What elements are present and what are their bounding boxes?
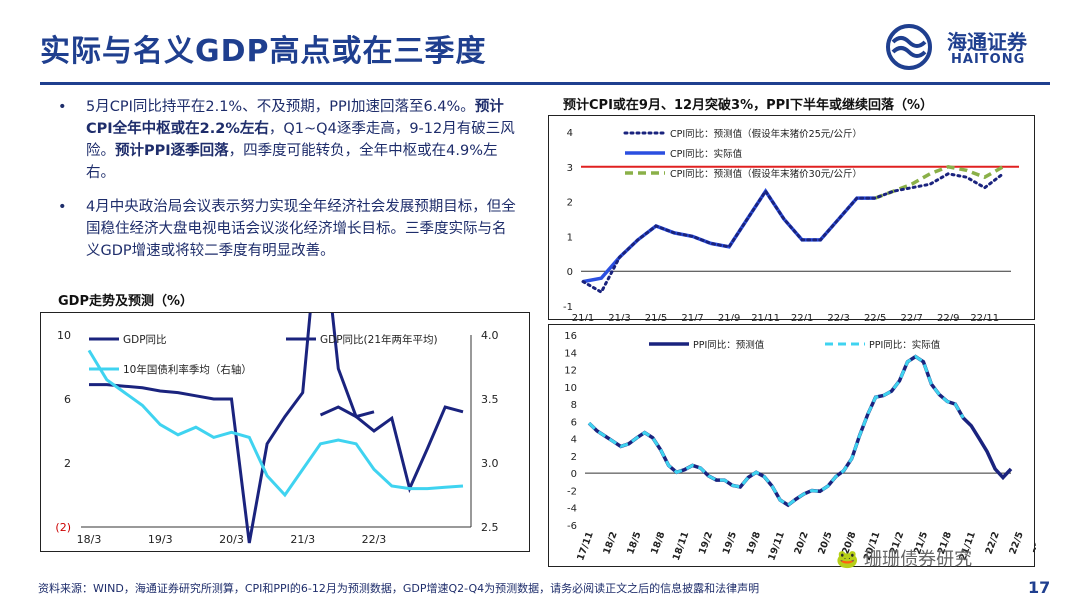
cpi-chart: 4 3 2 1 0 -1 21/1 21/3 21/5 21/7 21/9 21/11 22/1 22/3… <box>548 115 1035 321</box>
gdp-series-line <box>319 405 375 419</box>
ppi-y-tick: 2 <box>571 452 577 463</box>
gdp-y2-tick: 3.0 <box>481 457 499 470</box>
gdp-y2-tick: 2.5 <box>481 521 499 534</box>
ppi-y-tick: 0 <box>571 469 577 480</box>
cpi-series-line <box>874 164 1004 200</box>
cpi-x-tick: 22/5 <box>864 313 886 321</box>
logo-en: HAITONG <box>951 52 1026 67</box>
ppi-x-tick: 22/2 <box>984 530 1002 556</box>
gdp-legend-label: 10年国债利率季均（右轴） <box>123 363 252 376</box>
cpi-x-tick: 22/3 <box>827 313 849 321</box>
cpi-x-tick: 21/1 <box>572 313 594 321</box>
cpi-x-tick: 21/3 <box>608 313 630 321</box>
ppi-x-tick: 20/2 <box>792 530 810 556</box>
cpi-x-tick: 21/5 <box>645 313 667 321</box>
haitong-logo: 海通证券 HAITONG <box>885 22 1045 72</box>
gdp-x-tick: 22/3 <box>362 533 387 546</box>
logo-cn: 海通证券 <box>947 30 1027 54</box>
cpi-x-tick: 21/7 <box>681 313 703 321</box>
ppi-legend-label: PPI同比：预测值 <box>693 339 765 351</box>
bullet-1-part-3: ，Q1~Q4逐季走高，9-12月有破三风险。 <box>86 121 515 159</box>
ppi-x-tick: 22/5 <box>1007 530 1025 556</box>
gdp-x-tick: 20/3 <box>219 533 244 546</box>
cpi-x-tick: 22/9 <box>937 313 959 321</box>
ppi-x-tick: 19/11 <box>766 530 787 562</box>
cpi-x-tick: 22/11 <box>970 313 999 321</box>
ppi-legend-label: PPI同比：实际值 <box>869 339 941 351</box>
cpi-legend-label: CPI同比：实际值 <box>670 148 743 160</box>
page-number: 17 <box>1028 578 1051 597</box>
bullet-1-part-4: 预计PPI逐季回落 <box>115 143 229 159</box>
ppi-y-tick: 14 <box>564 348 577 359</box>
cpi-y-tick: 2 <box>567 198 573 209</box>
ppi-y-tick: -6 <box>567 521 577 532</box>
cpi-chart-title: 预计CPI或在9月、12月突破3%，PPI下半年或继续回落（%） <box>563 98 934 113</box>
cpi-x-tick: 22/1 <box>791 313 813 321</box>
logo-mark-icon <box>886 24 932 70</box>
gdp-y-tick: (2) <box>55 521 71 534</box>
gdp-chart: 10 6 2 (2) 4.0 3.5 3.0 2.5 18/3 19/3 20/3 21/3 22/3 G… <box>40 312 530 552</box>
gdp-y-tick: 6 <box>64 393 71 406</box>
cpi-x-tick: 21/9 <box>718 313 740 321</box>
ppi-y-tick: 4 <box>571 435 577 446</box>
ppi-x-tick: 18/5 <box>625 530 643 556</box>
ppi-x-tick: 19/5 <box>721 530 739 556</box>
bullet-1-part-1: 5月CPI同比持平在2.1%、不及预期，PPI加速回落至6.4%。 <box>86 99 475 115</box>
cpi-y-tick: 0 <box>567 267 573 278</box>
ppi-y-tick: 6 <box>571 417 577 428</box>
cpi-y-tick: 1 <box>567 232 573 243</box>
bullet-2-part-1: 4月中央政治局会议表示努力实现全年经济社会发展预期目标，但全国稳住经济大盘电视电… <box>86 199 516 259</box>
cpi-legend-label: CPI同比：预测值（假设年末猪价25元/公斤） <box>670 128 862 140</box>
gdp-chart-title: GDP走势及预测（%） <box>58 294 194 309</box>
ppi-y-tick: 16 <box>564 331 577 342</box>
watermark: 🐸 珊珊债券研究 <box>836 549 973 570</box>
ppi-x-tick: 18/8 <box>649 530 667 556</box>
ppi-x-tick: 20/5 <box>816 530 834 556</box>
gdp-y-tick: 2 <box>64 457 71 470</box>
cpi-legend-label: CPI同比：预测值（假设年末猪价30元/公斤） <box>670 168 862 180</box>
gdp-y-tick: 10 <box>57 329 71 342</box>
ppi-y-tick: 12 <box>564 366 577 377</box>
ppi-y-tick: 8 <box>571 400 577 411</box>
cpi-y-tick: 4 <box>567 128 573 139</box>
cpi-x-tick: 22/7 <box>900 313 922 321</box>
ppi-series-line <box>587 354 1013 508</box>
gdp-series-line <box>89 313 464 544</box>
ppi-x-tick: 19/2 <box>697 530 715 556</box>
gdp-x-tick: 21/3 <box>290 533 315 546</box>
bullet-list: 5月CPI同比持平在2.1%、不及预期，PPI加速回落至6.4%。预计CPI全年… <box>58 96 518 274</box>
bullet-1-part-2: 预计CPI全年中枢或在2.2%左右 <box>86 99 504 137</box>
gdp-x-tick: 18/3 <box>77 533 102 546</box>
cpi-series-line <box>581 172 1005 295</box>
gdp-series-line <box>87 349 464 498</box>
bullet-1: 5月CPI同比持平在2.1%、不及预期，PPI加速回落至6.4%。预计CPI全年… <box>58 96 518 184</box>
ppi-x-tick: 18/11 <box>671 530 692 562</box>
cpi-series-line <box>582 188 876 284</box>
ppi-x-tick: 17/11 <box>575 530 596 562</box>
gdp-y2-tick: 3.5 <box>481 393 499 406</box>
ppi-y-tick: 10 <box>564 383 577 394</box>
ppi-y-tick: -2 <box>567 486 577 497</box>
ppi-x-tick: 18/2 <box>601 530 619 556</box>
bullet-1-part-5: ，四季度可能转负，全年中枢或在4.9%左右。 <box>86 143 498 181</box>
cpi-y-tick: 3 <box>567 163 573 174</box>
gdp-legend-label: GDP同比(21年两年平均) <box>320 333 438 346</box>
gdp-x-tick: 19/3 <box>148 533 173 546</box>
ppi-x-tick: 19/8 <box>745 530 763 556</box>
ppi-y-tick: -4 <box>567 504 577 515</box>
gdp-legend-label: GDP同比 <box>123 333 167 346</box>
ppi-x-tick: 22/8 <box>1031 530 1036 556</box>
source-note: 资料来源：WIND，海通证券研究所测算，CPI和PPI的6-12月为预测数据，G… <box>38 582 760 595</box>
cpi-y-tick: -1 <box>563 302 573 313</box>
bullet-2: 4月中央政治局会议表示努力实现全年经济社会发展预期目标，但全国稳住经济大盘电视电… <box>58 196 518 262</box>
gdp-y2-tick: 4.0 <box>481 329 499 342</box>
page-title: 实际与名义GDP高点或在三季度 <box>40 34 487 69</box>
cpi-x-tick: 21/11 <box>751 313 780 321</box>
title-rule <box>40 82 1050 85</box>
ppi-chart: 16 14 12 10 8 6 4 2 0 -2 -4 -6 17/11 18/2 18/5 18/8 18/1… <box>548 324 1036 567</box>
